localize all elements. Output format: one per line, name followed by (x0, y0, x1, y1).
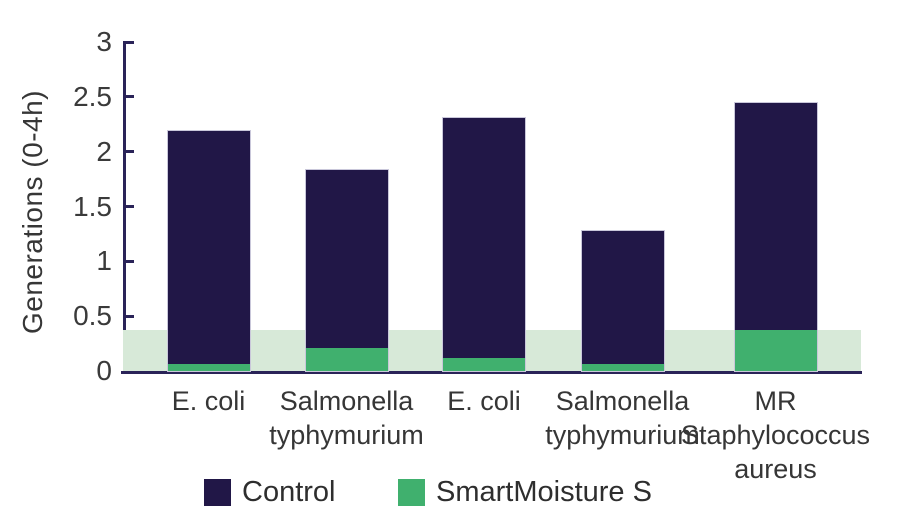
y-tick-mark (123, 40, 134, 44)
plot-area (123, 42, 861, 371)
x-tick-label: E. coli (171, 386, 246, 416)
y-tick-label: 0 (96, 355, 112, 386)
legend-item-control: Control (204, 476, 336, 509)
x-tick-label: MR Staphylococcus aureus (680, 386, 871, 484)
x-axis-line (121, 371, 862, 374)
y-tick-label: 1.5 (73, 190, 112, 222)
y-tick-mark (123, 205, 134, 208)
bar-control-3 (581, 230, 664, 371)
y-tick-mark (123, 150, 134, 154)
control-legend-swatch (204, 479, 231, 506)
bar-smartmoisture-3 (581, 364, 664, 371)
x-tick-label: E. coli (447, 386, 521, 416)
bar-smartmoisture-4 (734, 330, 817, 371)
y-tick-mark (123, 314, 134, 318)
bar-control-1 (305, 170, 388, 371)
bar-control-4 (734, 103, 817, 371)
bar-smartmoisture-1 (305, 347, 388, 371)
x-tick-label: Salmonella typhymurium (269, 386, 424, 450)
bar-smartmoisture-2 (443, 357, 525, 371)
bar-control-2 (443, 117, 525, 371)
y-tick-label: 2.5 (73, 80, 112, 112)
control-legend-label: Control (242, 476, 336, 508)
y-tick-label: 2 (96, 135, 112, 167)
bar-control-0 (167, 130, 250, 371)
y-tick-label: 3 (96, 26, 112, 57)
legend-item-smartmoisture: SmartMoisture S (398, 476, 652, 509)
y-tick-mark (123, 95, 134, 99)
y-tick-mark (123, 259, 134, 263)
smartmoisture-legend-label: SmartMoisture S (436, 476, 652, 508)
bar-smartmoisture-0 (167, 364, 250, 371)
y-axis-line (123, 42, 126, 374)
y-tick-label: 0.5 (73, 300, 112, 332)
smartmoisture-legend-swatch (398, 479, 425, 506)
y-tick-label: 1 (96, 245, 112, 277)
x-tick-label: Salmonella typhymurium (545, 386, 700, 450)
